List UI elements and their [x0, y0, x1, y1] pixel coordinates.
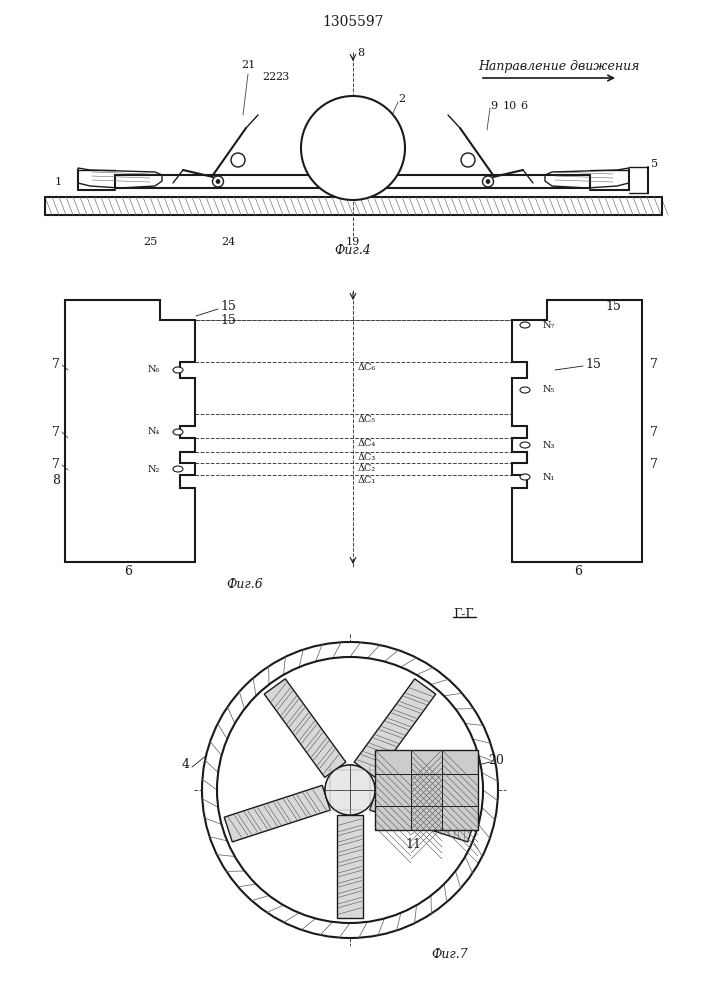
Ellipse shape [173, 429, 183, 435]
Text: 21: 21 [241, 60, 255, 70]
Polygon shape [354, 679, 436, 777]
Text: ΔC₅: ΔC₅ [358, 415, 376, 424]
Text: 8: 8 [52, 474, 60, 487]
Text: 7: 7 [52, 426, 60, 438]
Text: Фиг.6: Фиг.6 [227, 578, 264, 591]
Circle shape [216, 180, 220, 184]
Text: ΔC₂: ΔC₂ [358, 464, 376, 473]
Text: Фиг.7: Фиг.7 [432, 948, 468, 961]
Text: N₅: N₅ [543, 385, 556, 394]
Circle shape [486, 180, 490, 184]
Text: ΔC₄: ΔC₄ [358, 439, 376, 448]
Text: 7: 7 [52, 458, 60, 472]
Text: N₁: N₁ [543, 473, 556, 482]
Ellipse shape [173, 466, 183, 472]
Circle shape [482, 176, 493, 187]
Text: N₄: N₄ [148, 428, 160, 436]
Text: 8: 8 [357, 48, 364, 58]
Text: 11: 11 [405, 838, 421, 852]
Text: 10: 10 [503, 101, 518, 111]
Ellipse shape [520, 474, 530, 480]
Text: 7: 7 [650, 359, 658, 371]
Text: 9: 9 [490, 101, 497, 111]
Text: 15: 15 [220, 300, 236, 314]
Text: ΔC₃: ΔC₃ [358, 453, 376, 462]
Circle shape [231, 153, 245, 167]
Ellipse shape [520, 322, 530, 328]
Text: 22: 22 [262, 72, 276, 82]
Text: 1: 1 [55, 177, 62, 187]
Ellipse shape [173, 367, 183, 373]
Bar [375, 750, 478, 830]
Text: 23: 23 [275, 72, 289, 82]
Text: 25: 25 [143, 237, 157, 247]
Text: 19: 19 [346, 237, 360, 247]
Circle shape [202, 642, 498, 938]
Text: 2: 2 [398, 94, 405, 104]
Text: 7: 7 [650, 426, 658, 438]
Circle shape [325, 765, 375, 815]
Circle shape [325, 765, 375, 815]
Text: 15: 15 [605, 300, 621, 314]
Polygon shape [370, 785, 476, 842]
Text: 7: 7 [650, 458, 658, 472]
Circle shape [213, 176, 223, 187]
Polygon shape [224, 785, 330, 842]
Text: N₂: N₂ [148, 464, 160, 474]
Text: ΔC₁: ΔC₁ [358, 476, 376, 485]
Text: N₇: N₇ [543, 320, 556, 330]
Text: 7: 7 [52, 359, 60, 371]
Ellipse shape [520, 442, 530, 448]
Text: 20: 20 [488, 754, 504, 766]
Text: 15: 15 [220, 314, 236, 326]
Text: ΔC₆: ΔC₆ [358, 363, 376, 372]
Circle shape [301, 96, 405, 200]
Text: 6: 6 [124, 565, 132, 578]
Text: 4: 4 [182, 758, 190, 772]
Text: Направление движения: Направление движения [478, 60, 639, 73]
Ellipse shape [520, 387, 530, 393]
Polygon shape [264, 679, 346, 777]
Text: N₃: N₃ [543, 440, 556, 450]
Text: N₆: N₆ [148, 365, 160, 374]
Text: Г-Г: Г-Г [453, 608, 474, 621]
Circle shape [461, 153, 475, 167]
Text: 15: 15 [585, 359, 601, 371]
Circle shape [217, 657, 483, 923]
Text: 1305597: 1305597 [322, 15, 384, 29]
Text: 6: 6 [574, 565, 582, 578]
Text: Фиг.4: Фиг.4 [334, 244, 371, 257]
Text: 24: 24 [221, 237, 235, 247]
Text: 5: 5 [651, 159, 658, 169]
Polygon shape [337, 815, 363, 918]
Text: 6: 6 [520, 101, 527, 111]
